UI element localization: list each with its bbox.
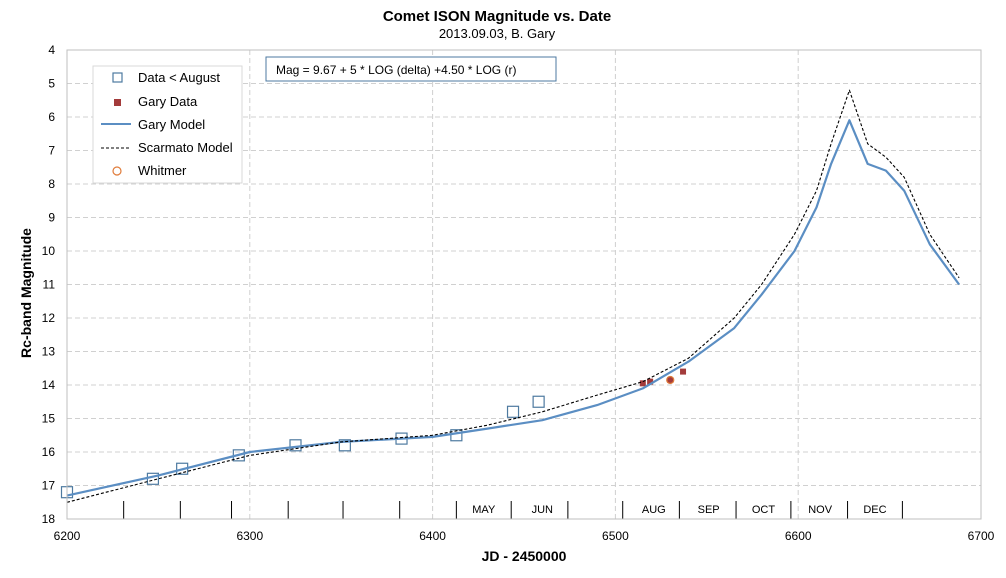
y-tick-label: 4	[48, 43, 55, 57]
y-tick-label: 8	[48, 177, 55, 191]
y-tick-label: 7	[48, 144, 55, 158]
y-tick-label: 6	[48, 110, 55, 124]
month-label: AUG	[642, 504, 666, 516]
x-tick-label: 6300	[236, 529, 263, 543]
data-point-square	[532, 395, 545, 408]
data-point-square	[450, 429, 463, 442]
legend-label-scarmato-model: Scarmato Model	[138, 140, 233, 155]
y-tick-label: 10	[42, 244, 56, 258]
y-tick-label: 11	[43, 278, 56, 292]
month-label: JUN	[532, 504, 553, 516]
month-label: SEP	[698, 504, 720, 516]
x-tick-label: 6600	[785, 529, 812, 543]
legend-label-whitmer: Whitmer	[138, 163, 187, 178]
chart-title: Comet ISON Magnitude vs. Date	[383, 8, 611, 25]
y-tick-label: 16	[42, 445, 56, 459]
data-point-filled	[647, 378, 654, 385]
legend-open-circle-icon	[112, 166, 122, 176]
month-label: DEC	[863, 504, 886, 516]
plot-series	[60, 89, 960, 503]
x-tick-label: 6700	[968, 529, 995, 543]
data-point-square	[506, 405, 520, 418]
legend-label-data-august: Data < August	[138, 70, 220, 85]
data-point-circle	[666, 375, 675, 385]
legend-filled-square-icon	[114, 99, 121, 106]
x-tick-label: 6500	[602, 529, 629, 543]
month-label: MAY	[472, 504, 496, 516]
y-tick-label: 14	[42, 378, 56, 392]
plot-frame	[66, 49, 982, 520]
y-tick-label: 5	[48, 77, 55, 91]
month-label: OCT	[752, 504, 776, 516]
data-point-filled	[639, 380, 646, 387]
legend-label-gary-model: Gary Model	[138, 117, 205, 132]
legend-open-square-icon	[112, 72, 123, 83]
y-tick-label: 13	[42, 345, 56, 359]
y-tick-label: 12	[42, 311, 56, 325]
y-tick-label: 15	[42, 412, 56, 426]
formula-annotation: Mag = 9.67 + 5 * LOG (delta) +4.50 * LOG…	[265, 56, 557, 82]
x-tick-label: 6400	[419, 529, 446, 543]
y-tick-label: 9	[48, 211, 55, 225]
y-axis-title: Rc-band Magnitude	[18, 228, 34, 358]
month-label: NOV	[808, 504, 833, 516]
y-tick-label: 17	[42, 479, 56, 493]
legend-label-gary-data: Gary Data	[138, 94, 198, 109]
y-tick-label: 18	[42, 512, 56, 526]
legend: Data < August Gary Data Gary Model Scarm…	[92, 65, 243, 184]
x-axis-title: JD - 2450000	[482, 548, 567, 564]
x-tick-label: 6200	[54, 529, 81, 543]
month-band: MAY JUN AUG SEP OCT NOV DEC	[66, 501, 903, 519]
axis-ticks: 4 5 6 7 8 9 10 11 12 13 14 15 16 17 18 6200 6300 6400 6500…	[42, 43, 995, 543]
data-point-filled	[680, 368, 687, 375]
data-point-filled	[667, 376, 674, 383]
chart-subtitle: 2013.09.03, B. Gary	[439, 26, 556, 41]
data-point-square	[338, 439, 351, 452]
series-line-3	[66, 89, 960, 503]
formula-text: Mag = 9.67 + 5 * LOG (delta) +4.50 * LOG…	[276, 63, 516, 77]
